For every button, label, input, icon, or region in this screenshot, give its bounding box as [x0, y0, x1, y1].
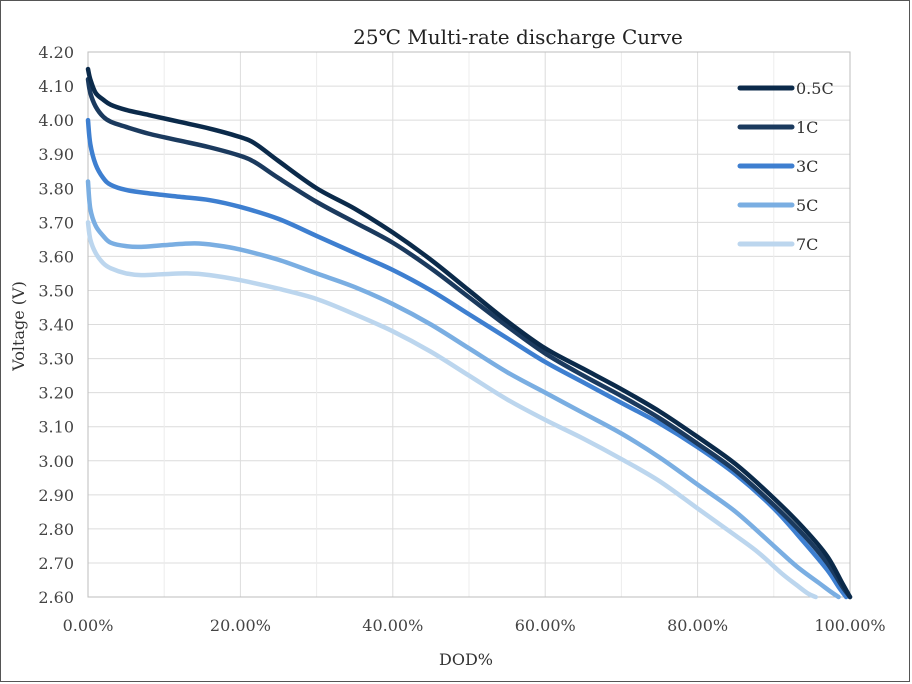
y-tick-label: 2.90 — [38, 486, 74, 505]
series-line-0_5C — [85, 66, 853, 600]
x-tick-label: 100.00% — [814, 616, 885, 635]
y-tick-label: 3.80 — [38, 179, 74, 198]
y-tick-label: 2.60 — [38, 588, 74, 607]
y-tick-label: 4.00 — [38, 111, 74, 130]
legend-item: 3C — [737, 157, 818, 176]
legend-item: 7C — [737, 235, 818, 254]
y-tick-label: 3.50 — [38, 281, 74, 300]
legend-label: 1C — [796, 118, 818, 137]
legend-label: 3C — [796, 157, 818, 176]
legend-item: 5C — [737, 196, 818, 215]
x-tick-labels: 0.00% 20.00% 40.00% 60.00% 80.00% 100.00% — [63, 616, 886, 635]
x-axis-label: DOD% — [439, 650, 493, 669]
legend-label: 7C — [796, 235, 818, 254]
chart-title: 25℃ Multi-rate discharge Curve — [353, 25, 683, 49]
y-tick-label: 2.80 — [38, 520, 74, 539]
x-tick-label: 40.00% — [362, 616, 423, 635]
y-axis-label: Voltage (V) — [9, 281, 28, 372]
x-tick-label: 0.00% — [63, 616, 114, 635]
y-tick-label: 4.10 — [38, 77, 74, 96]
y-tick-label: 4.20 — [38, 43, 74, 62]
x-tick-label: 60.00% — [515, 616, 576, 635]
y-tick-label: 3.40 — [38, 316, 74, 335]
y-tick-labels: 2.60 2.70 2.80 2.90 3.00 3.10 3.20 3.30 3.40 3.50… — [38, 43, 74, 607]
x-tick-label: 20.00% — [210, 616, 271, 635]
legend-label: 0.5C — [796, 79, 834, 98]
legend-item: 0.5C — [737, 79, 834, 98]
y-tick-label: 3.90 — [38, 145, 74, 164]
legend-item: 1C — [737, 118, 818, 137]
y-tick-label: 3.00 — [38, 452, 74, 471]
legend: 0.5C 1C 3C 5C 7C — [737, 79, 834, 254]
y-tick-label: 3.30 — [38, 350, 74, 369]
series-line-5C — [85, 179, 841, 600]
y-tick-label: 3.70 — [38, 213, 74, 232]
y-tick-label: 3.10 — [38, 418, 74, 437]
series-line-7C — [85, 220, 818, 600]
plot-border — [87, 51, 851, 598]
grid — [87, 51, 851, 598]
legend-label: 5C — [796, 196, 818, 215]
x-tick-label: 80.00% — [667, 616, 728, 635]
y-tick-label: 2.70 — [38, 554, 74, 573]
series-line-1C — [85, 77, 853, 600]
series-layer — [85, 66, 853, 600]
y-tick-label: 3.60 — [38, 247, 74, 266]
series-line-3C — [85, 117, 849, 600]
y-tick-label: 3.20 — [38, 384, 74, 403]
